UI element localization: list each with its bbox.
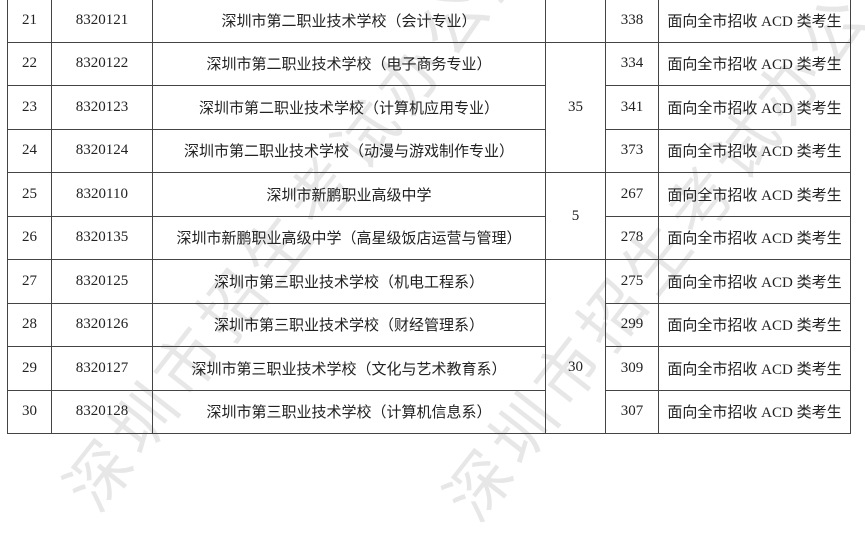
admission-scope: 面向全市招收 ACD 类考生 [658, 215, 851, 260]
plan-count-cell: 5 [545, 172, 606, 260]
row-number: 29 [7, 346, 52, 391]
admission-scope: 面向全市招收 ACD 类考生 [658, 0, 851, 43]
admission-scope: 面向全市招收 ACD 类考生 [658, 346, 851, 391]
plan-count-cell: 35 [545, 41, 606, 173]
school-name: 深圳市新鹏职业高级中学（高星级饭店运营与管理） [152, 215, 546, 260]
plan-count-cell [545, 0, 606, 43]
admission-scope: 面向全市招收 ACD 类考生 [658, 259, 851, 304]
admission-scope: 面向全市招收 ACD 类考生 [658, 128, 851, 173]
school-code: 8320126 [51, 302, 153, 347]
school-code: 8320135 [51, 215, 153, 260]
min-score: 341 [605, 85, 659, 130]
min-score: 307 [605, 389, 659, 434]
row-number: 26 [7, 215, 52, 260]
row-number: 21 [7, 0, 52, 43]
table-row: 24 8320124 深圳市第二职业技术学校（动漫与游戏制作专业） 373 面向全市招收… [7, 128, 851, 173]
school-code: 8320127 [51, 346, 153, 391]
admission-scope: 面向全市招收 ACD 类考生 [658, 172, 851, 217]
min-score: 338 [605, 0, 659, 43]
school-name: 深圳市新鹏职业高级中学 [152, 172, 546, 217]
school-name: 深圳市第三职业技术学校（计算机信息系） [152, 389, 546, 434]
admission-scope: 面向全市招收 ACD 类考生 [658, 85, 851, 130]
min-score: 373 [605, 128, 659, 173]
row-number: 24 [7, 128, 52, 173]
school-name: 深圳市第三职业技术学校（文化与艺术教育系） [152, 346, 546, 391]
table-row: 28 8320126 深圳市第三职业技术学校（财经管理系） 299 面向全市招收 ACD… [7, 302, 851, 347]
min-score: 267 [605, 172, 659, 217]
table-row: 23 8320123 深圳市第二职业技术学校（计算机应用专业） 341 面向全市招收 A… [7, 85, 851, 130]
school-code: 8320110 [51, 172, 153, 217]
school-name: 深圳市第二职业技术学校（动漫与游戏制作专业） [152, 128, 546, 173]
row-number: 28 [7, 302, 52, 347]
admission-scope: 面向全市招收 ACD 类考生 [658, 302, 851, 347]
school-code: 8320128 [51, 389, 153, 434]
row-number: 23 [7, 85, 52, 130]
school-name: 深圳市第三职业技术学校（财经管理系） [152, 302, 546, 347]
row-number: 22 [7, 41, 52, 86]
school-name: 深圳市第二职业技术学校（电子商务专业） [152, 41, 546, 86]
row-number: 25 [7, 172, 52, 217]
admission-table: 21 8320121 深圳市第二职业技术学校（会计专业） 338 面向全市招收 ACD … [7, 0, 851, 434]
table-row: 27 8320125 深圳市第三职业技术学校（机电工程系） 30 275 面向全市招收 A… [7, 259, 851, 434]
min-score: 334 [605, 41, 659, 86]
school-code: 8320123 [51, 85, 153, 130]
row-number: 27 [7, 259, 52, 304]
school-code: 8320121 [51, 0, 153, 43]
admission-scope: 面向全市招收 ACD 类考生 [658, 41, 851, 86]
school-code: 8320122 [51, 41, 153, 86]
min-score: 299 [605, 302, 659, 347]
table-row: 21 8320121 深圳市第二职业技术学校（会计专业） 338 面向全市招收 ACD … [7, 0, 851, 43]
min-score: 275 [605, 259, 659, 304]
table-row: 29 8320127 深圳市第三职业技术学校（文化与艺术教育系） 309 面向全市招收 … [7, 346, 851, 391]
school-name: 深圳市第二职业技术学校（会计专业） [152, 0, 546, 43]
admission-scope: 面向全市招收 ACD 类考生 [658, 389, 851, 434]
table-row: 22 8320122 深圳市第二职业技术学校（电子商务专业） 35 334 面向全市招收 … [7, 41, 851, 173]
school-code: 8320125 [51, 259, 153, 304]
row-number: 30 [7, 389, 52, 434]
table-row: 30 8320128 深圳市第三职业技术学校（计算机信息系） 307 面向全市招收 AC… [7, 389, 851, 434]
school-name: 深圳市第二职业技术学校（计算机应用专业） [152, 85, 546, 130]
table-row: 25 8320110 深圳市新鹏职业高级中学 5 267 面向全市招收 ACD 类考生 [7, 172, 851, 260]
table-row: 26 8320135 深圳市新鹏职业高级中学（高星级饭店运营与管理） 278 面向全市招… [7, 215, 851, 260]
plan-count-cell: 30 [545, 259, 606, 434]
school-code: 8320124 [51, 128, 153, 173]
min-score: 278 [605, 215, 659, 260]
school-name: 深圳市第三职业技术学校（机电工程系） [152, 259, 546, 304]
min-score: 309 [605, 346, 659, 391]
